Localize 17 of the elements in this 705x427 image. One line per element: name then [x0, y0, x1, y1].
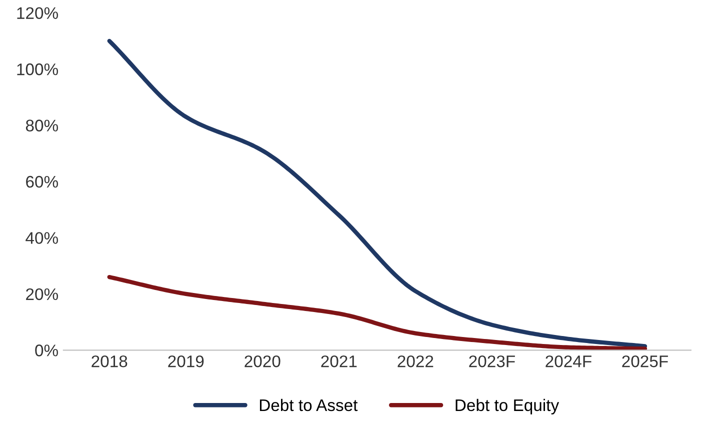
x-tick-label: 2019 — [168, 355, 204, 368]
y-tick-label: 20% — [26, 288, 58, 300]
y-tick-label: 40% — [26, 232, 58, 244]
x-tick-label: 2022 — [398, 355, 434, 368]
y-tick-label: 120% — [17, 7, 58, 20]
y-tick-label: 80% — [26, 120, 58, 132]
legend-label: Debt to Equity — [456, 398, 560, 414]
x-tick-label: 2025F — [622, 355, 668, 368]
x-tick-label: 2020 — [244, 355, 280, 368]
x-tick-label: 2023F — [469, 355, 515, 368]
y-tick-label: 0% — [35, 344, 58, 356]
y-tick-label: 60% — [26, 176, 58, 188]
y-tick-label: 100% — [17, 63, 58, 76]
x-tick-label: 2024F — [546, 355, 592, 368]
x-tick-label: 2018 — [92, 355, 128, 368]
x-tick-label: 2021 — [321, 355, 357, 368]
legend-label: Debt to Asset — [260, 398, 358, 412]
